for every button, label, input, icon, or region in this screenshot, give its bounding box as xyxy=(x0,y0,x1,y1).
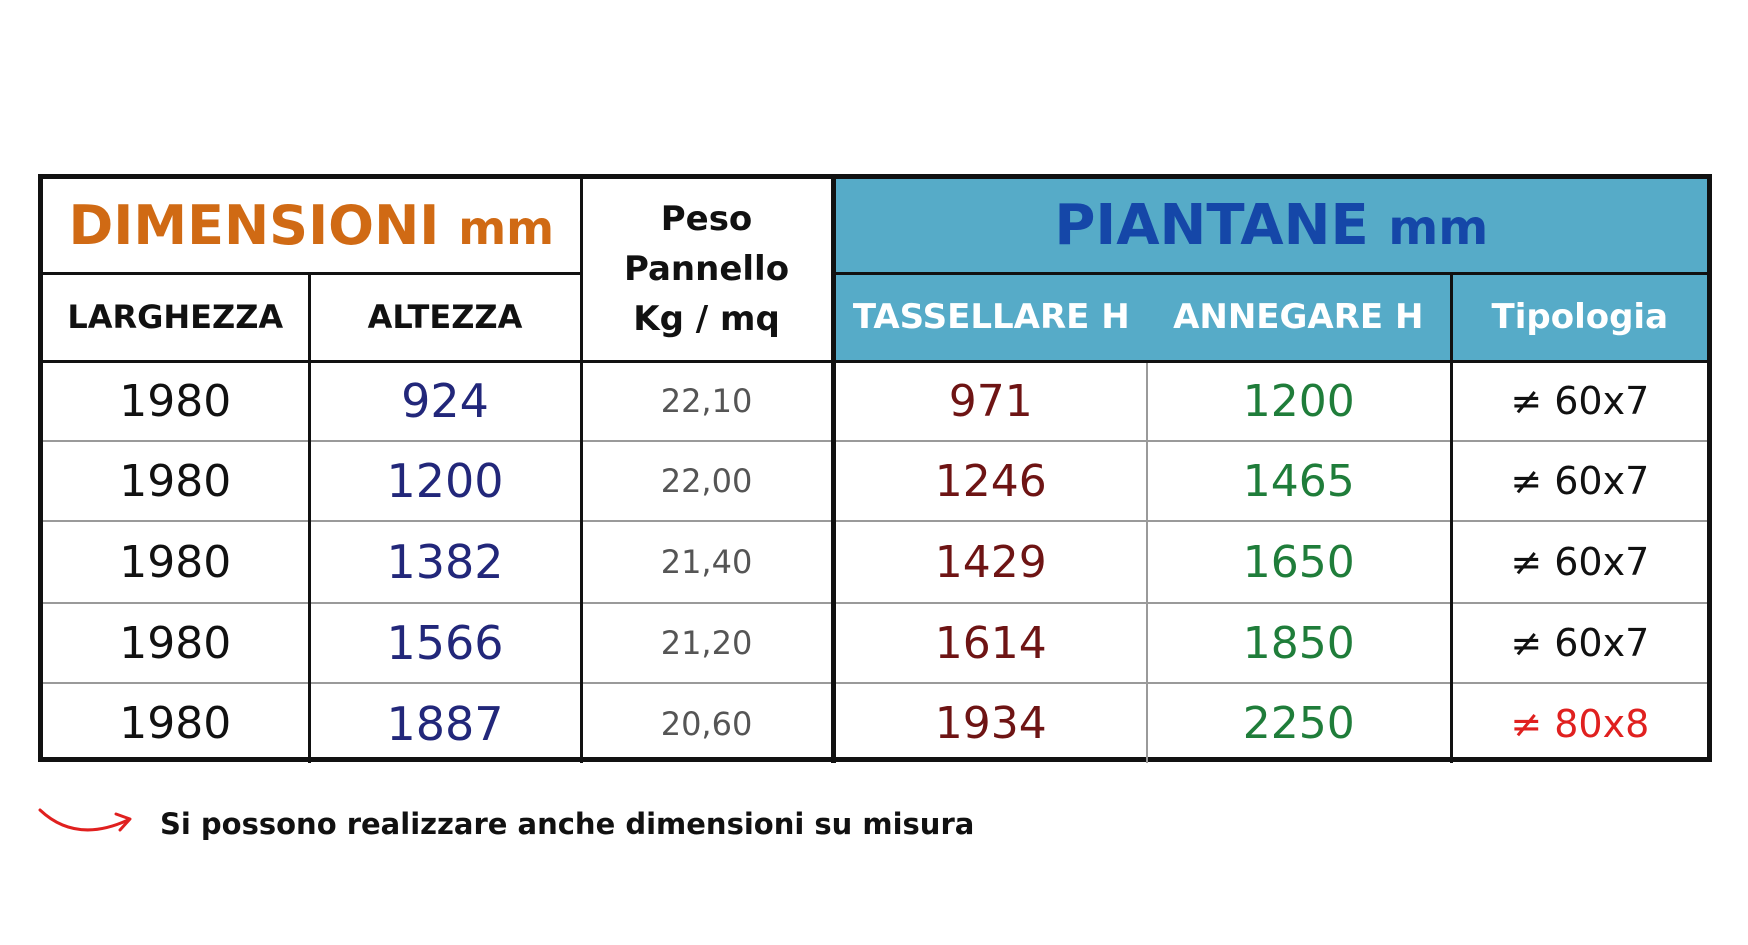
annegare-cell: 1850 xyxy=(1146,602,1453,684)
altezza-cell: 1200 xyxy=(307,440,583,522)
peso-line-3: Kg / mq xyxy=(633,299,780,340)
curved-arrow-icon xyxy=(36,800,140,848)
larghezza-cell: 1980 xyxy=(43,440,311,522)
annegare-cell: 1650 xyxy=(1146,520,1453,604)
table-row: 1980 1382 21,40 1429 1650 ≠ 60x7 xyxy=(43,520,1708,604)
larghezza-cell: 1980 xyxy=(43,360,311,442)
peso-line-1: Peso xyxy=(660,199,753,240)
peso-cell: 21,20 xyxy=(580,602,836,684)
piantane-header: PIANTANE mm xyxy=(830,179,1708,275)
tipologia-cell: ≠ 60x7 xyxy=(1450,440,1708,522)
table-row: 1980 924 22,10 971 1200 ≠ 60x7 xyxy=(43,360,1708,442)
altezza-cell: 924 xyxy=(307,360,583,442)
dimensioni-label: DIMENSIONI xyxy=(68,193,440,257)
dimensioni-unit: mm xyxy=(458,200,555,255)
peso-cell: 20,60 xyxy=(580,682,836,763)
tassellare-cell: 1246 xyxy=(830,440,1149,522)
altezza-cell: 1566 xyxy=(307,602,583,684)
note-text: Si possono realizzare anche dimensioni s… xyxy=(160,807,975,841)
piantane-label: PIANTANE xyxy=(1054,192,1369,258)
tipologia-header: Tipologia xyxy=(1450,271,1708,363)
annegare-cell: 2250 xyxy=(1146,682,1453,763)
larghezza-cell: 1980 xyxy=(43,602,311,684)
annegare-cell: 1465 xyxy=(1146,440,1453,522)
tipologia-cell: ≠ 60x7 xyxy=(1450,520,1708,604)
altezza-header: ALTEZZA xyxy=(309,272,583,363)
peso-cell: 21,40 xyxy=(580,520,836,604)
tipologia-cell: ≠ 60x7 xyxy=(1450,360,1708,442)
header-row-top: DIMENSIONI mm Peso Pannello Kg / mq PIAN… xyxy=(43,179,1708,363)
custom-size-note: Si possono realizzare anche dimensioni s… xyxy=(36,802,974,846)
tassellare-cell: 971 xyxy=(830,360,1149,442)
altezza-cell: 1887 xyxy=(307,682,583,763)
larghezza-cell: 1980 xyxy=(43,520,311,604)
annegare-cell: 1200 xyxy=(1146,360,1453,442)
tipologia-cell: ≠ 80x8 xyxy=(1450,682,1708,763)
peso-line-2: Pannello xyxy=(623,249,790,290)
dimensions-table: DIMENSIONI mm Peso Pannello Kg / mq PIAN… xyxy=(38,174,1712,763)
altezza-cell: 1382 xyxy=(307,520,583,604)
tassellare-cell: 1934 xyxy=(830,682,1149,763)
dimensions-table-grid: DIMENSIONI mm Peso Pannello Kg / mq PIAN… xyxy=(43,179,1708,763)
peso-header: Peso Pannello Kg / mq xyxy=(580,179,836,363)
tassellare-cell: 1429 xyxy=(830,520,1149,604)
piantane-unit: mm xyxy=(1388,199,1489,256)
header-row-sub: LARGHEZZA ALTEZZA TASSELLARE H ANNEGARE … xyxy=(43,271,1708,363)
larghezza-header: LARGHEZZA xyxy=(43,272,311,363)
annegare-header: ANNEGARE H xyxy=(1147,271,1453,363)
peso-cell: 22,10 xyxy=(580,360,836,442)
tassellare-header: TASSELLARE H xyxy=(830,271,1148,363)
table-row: 1980 1200 22,00 1246 1465 ≠ 60x7 xyxy=(43,440,1708,522)
peso-cell: 22,00 xyxy=(580,440,836,522)
table-row: 1980 1887 20,60 1934 2250 ≠ 80x8 xyxy=(43,682,1708,763)
dimensioni-header: DIMENSIONI mm xyxy=(43,179,583,275)
table-row: 1980 1566 21,20 1614 1850 ≠ 60x7 xyxy=(43,602,1708,684)
tassellare-cell: 1614 xyxy=(830,602,1149,684)
larghezza-cell: 1980 xyxy=(43,682,311,763)
tipologia-cell: ≠ 60x7 xyxy=(1450,602,1708,684)
